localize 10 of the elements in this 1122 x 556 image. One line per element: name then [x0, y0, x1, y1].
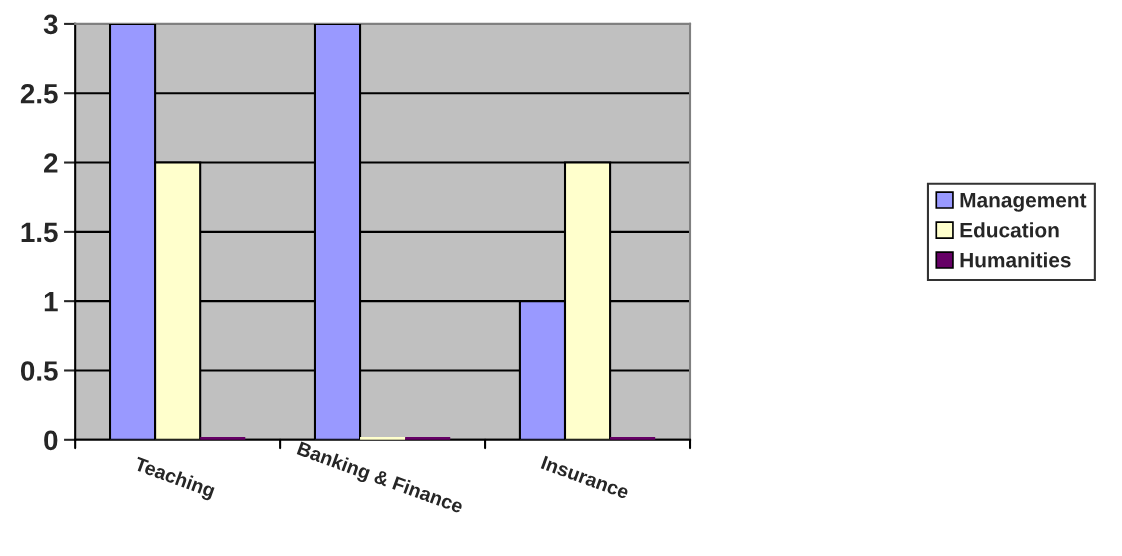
legend-label: Humanities	[960, 252, 1071, 268]
y-tick-label: 0	[44, 430, 58, 451]
y-tick-label: 2	[44, 153, 58, 173]
y-tick-label: 1	[44, 292, 58, 312]
y-tick-label: 2.5	[20, 83, 58, 104]
y-tick-label: 0.5	[20, 361, 58, 381]
y-tick-label: 1.5	[21, 222, 58, 243]
legend-label: Education	[960, 222, 1059, 238]
y-tick-label: 3	[43, 14, 58, 35]
legend-label: Management	[960, 192, 1087, 212]
